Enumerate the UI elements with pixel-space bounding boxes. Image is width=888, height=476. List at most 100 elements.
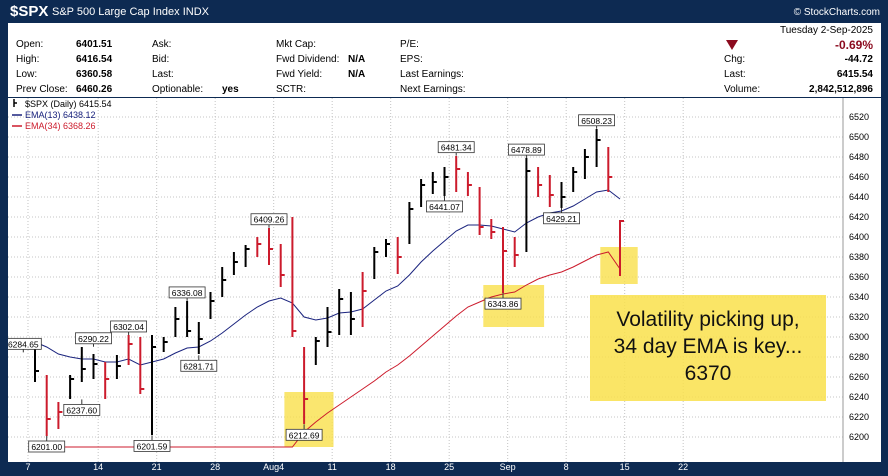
price-bar[interactable] <box>92 354 98 379</box>
legend-item: EMA(13) 6438.12 <box>12 110 96 120</box>
sctr-label: SCTR: <box>276 84 306 95</box>
price-bar[interactable] <box>57 402 63 429</box>
price-bar[interactable] <box>385 239 390 257</box>
price-bar[interactable] <box>396 237 402 274</box>
optionable-label: Optionable: <box>152 84 204 95</box>
legend-text: EMA(34) 6368.26 <box>25 121 96 131</box>
price-label-box <box>63 403 101 416</box>
price-bar[interactable] <box>162 337 168 352</box>
price-bar[interactable] <box>490 219 496 239</box>
price-bar[interactable] <box>127 335 133 365</box>
price-bar[interactable] <box>349 292 355 335</box>
volume-label: Volume: <box>724 84 761 95</box>
price-label: 6237.60 <box>63 399 101 416</box>
price-label-text: 6343.86 <box>488 299 519 309</box>
quote-date: Tuesday 2-Sep-2025 <box>779 25 873 36</box>
price-bar[interactable] <box>373 247 379 279</box>
price-bar[interactable] <box>221 267 227 297</box>
price-bar[interactable] <box>314 337 320 365</box>
price-label-box <box>28 440 66 453</box>
price-bar[interactable] <box>420 179 426 207</box>
price-label: 6302.04 <box>110 320 147 335</box>
x-tick-label: 22 <box>678 462 688 472</box>
price-bar[interactable] <box>34 347 39 382</box>
price-bar[interactable] <box>513 237 519 267</box>
volume-value: 2,842,512,896 <box>809 84 873 95</box>
price-bar[interactable] <box>607 147 613 192</box>
price-bar[interactable] <box>151 335 156 435</box>
price-bar[interactable] <box>548 175 554 207</box>
price-label: 6478.89 <box>507 143 545 159</box>
price-bar[interactable] <box>209 292 215 319</box>
price-label-text: 6281.71 <box>183 361 214 371</box>
price-label: 6281.71 <box>180 355 218 372</box>
symbol-title: $SPX <box>10 3 49 20</box>
x-tick-label: Aug4 <box>263 462 284 472</box>
y-tick-label: 6460 <box>849 172 869 182</box>
price-label-text: 6508.23 <box>581 116 612 126</box>
last-earnings-label: Last Earnings: <box>400 69 464 80</box>
price-bar[interactable] <box>256 237 262 257</box>
price-bar[interactable] <box>232 252 238 275</box>
price-bar[interactable] <box>595 129 601 167</box>
y-tick-label: 6520 <box>849 112 869 122</box>
price-bar[interactable] <box>525 158 531 252</box>
price-bar[interactable] <box>244 245 250 267</box>
price-label-box <box>250 213 288 226</box>
price-bar[interactable] <box>291 217 297 337</box>
price-bar[interactable] <box>408 202 414 244</box>
exchange-label: INDX <box>182 6 209 18</box>
price-bar[interactable] <box>560 182 566 208</box>
y-tick-label: 6500 <box>849 132 869 142</box>
price-bar[interactable] <box>174 307 180 337</box>
price-bar[interactable] <box>466 172 472 196</box>
price-label-text: 6429.21 <box>546 214 577 224</box>
price-label-text: 6409.26 <box>254 215 285 225</box>
price-label-box <box>578 114 615 127</box>
price-bar[interactable] <box>80 347 86 382</box>
low-label: Low: <box>16 69 38 80</box>
annotation-text: 34 day EMA is key... <box>614 335 803 358</box>
y-tick-label: 6480 <box>849 152 869 162</box>
price-label: 6429.21 <box>543 207 580 225</box>
price-bar[interactable] <box>197 322 203 354</box>
price-bar[interactable] <box>115 355 121 379</box>
price-bar[interactable] <box>502 227 507 293</box>
y-tick-label: 6340 <box>849 292 869 302</box>
price-bar[interactable] <box>443 167 449 196</box>
bid-label: Bid: <box>152 54 170 65</box>
price-bar[interactable] <box>69 375 75 399</box>
price-bar[interactable] <box>326 307 332 347</box>
price-bar[interactable] <box>338 289 344 335</box>
price-bar[interactable] <box>186 301 192 337</box>
fwd-yield-value: N/A <box>348 69 366 80</box>
price-bar[interactable] <box>45 375 51 436</box>
price-bar[interactable] <box>268 228 273 265</box>
price-chart[interactable]: 6200 6220 6240 6260 6280 6300 6320 6340 6360 6380… <box>8 98 881 462</box>
next-earnings-label: Next Earnings: <box>400 84 466 95</box>
price-bar[interactable] <box>478 187 484 235</box>
y-tick-label: 6240 <box>849 392 869 402</box>
price-bar[interactable] <box>619 220 624 276</box>
change-percent: -0.69% <box>834 38 873 52</box>
price-chart-panel[interactable]: 6200 6220 6240 6260 6280 6300 6320 6340 6360 6380… <box>8 98 881 462</box>
price-bar[interactable] <box>139 337 145 394</box>
price-bar[interactable] <box>583 149 589 179</box>
y-tick-label: 6380 <box>849 252 869 262</box>
price-bar[interactable] <box>455 156 461 192</box>
price-bar[interactable] <box>537 167 543 197</box>
last-price-label: Last: <box>724 69 746 80</box>
stockcharts-credit[interactable]: © StockCharts.com <box>793 7 880 18</box>
price-bar[interactable] <box>279 244 285 287</box>
price-label-text: 6212.69 <box>289 430 320 440</box>
price-bar[interactable] <box>303 347 309 424</box>
price-bar[interactable] <box>361 272 367 327</box>
y-tick-label: 6400 <box>849 232 869 242</box>
price-label: 6201.59 <box>133 435 171 452</box>
price-bar[interactable] <box>104 362 110 399</box>
price-label-box <box>484 297 522 310</box>
price-bar[interactable] <box>572 167 578 192</box>
price-bar[interactable] <box>431 172 437 194</box>
last-label: Last: <box>152 69 174 80</box>
fwd-dividend-label: Fwd Dividend: <box>276 54 340 65</box>
